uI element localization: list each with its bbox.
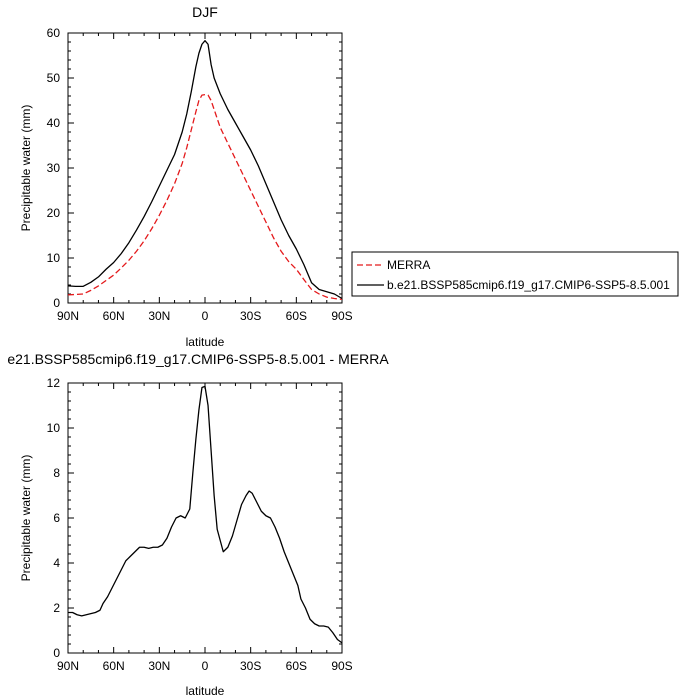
- series-line-0: [67, 94, 343, 301]
- x-tick-label: 60S: [286, 659, 307, 673]
- legend-entry-merra: MERRA: [387, 258, 430, 272]
- x-axis-label: latitude: [186, 684, 225, 698]
- y-tick-label: 60: [47, 26, 61, 40]
- y-tick-label: 12: [47, 376, 61, 390]
- x-tick-label: 30S: [240, 659, 261, 673]
- series-line-1: [67, 40, 343, 300]
- y-tick-label: 50: [47, 71, 61, 85]
- chart-title: DJF: [192, 4, 218, 20]
- legend-box: [351, 251, 679, 297]
- y-tick-label: 30: [47, 161, 61, 175]
- y-tick-label: 10: [47, 251, 61, 265]
- legend-entry-model: b.e21.BSSP585cmip6.f19_g17.CMIP6-SSP5-8.…: [387, 278, 670, 292]
- series-lines: [67, 40, 343, 301]
- x-tick-label: 60S: [286, 309, 307, 323]
- series-lines: [68, 385, 343, 644]
- plot-frame: [67, 32, 343, 304]
- y-tick-label: 6: [53, 511, 60, 525]
- difference-chart: e21.BSSP585cmip6.f19_g17.CMIP6-SSP5-8.5.…: [7, 351, 389, 698]
- x-axis-label: latitude: [186, 335, 225, 349]
- x-tick-label: 30S: [240, 309, 261, 323]
- x-tick-label: 30N: [148, 659, 170, 673]
- y-axis-label: Precipitable water (mm): [19, 105, 33, 232]
- y-tick-label: 4: [53, 556, 60, 570]
- x-tick-label: 90S: [331, 659, 352, 673]
- y-tick-label: 2: [53, 601, 60, 615]
- y-tick-label: 0: [53, 646, 60, 660]
- chart-title: e21.BSSP585cmip6.f19_g17.CMIP6-SSP5-8.5.…: [7, 351, 389, 367]
- legend: MERRA b.e21.BSSP585cmip6.f19_g17.CMIP6-S…: [351, 251, 679, 297]
- x-tick-label: 90N: [57, 309, 79, 323]
- axis-ticks: 90N 60N 30N 0 30S 60S 90S 0 2 4 6 8 10 12: [47, 376, 353, 673]
- y-tick-label: 8: [53, 466, 60, 480]
- x-tick-label: 60N: [103, 309, 125, 323]
- y-axis-label: Precipitable water (mm): [19, 455, 33, 582]
- plot-frame: [67, 382, 343, 654]
- y-tick-label: 20: [47, 206, 61, 220]
- axis-ticks: 90N 60N 30N 0 30S 60S 90S 0 10 20 30 40 50 60: [47, 26, 353, 323]
- x-tick-label: 0: [202, 659, 209, 673]
- x-tick-label: 0: [202, 309, 209, 323]
- x-tick-label: 60N: [103, 659, 125, 673]
- y-tick-label: 0: [53, 296, 60, 310]
- x-tick-label: 30N: [148, 309, 170, 323]
- series-line-0: [68, 385, 343, 644]
- y-tick-label: 10: [47, 421, 61, 435]
- x-tick-label: 90S: [331, 309, 352, 323]
- y-tick-label: 40: [47, 116, 61, 130]
- x-tick-label: 90N: [57, 659, 79, 673]
- djf-chart: DJF 90N 60N 30N 0 30S 60S 90S 0 10 20 30 40 50 60 lat…: [19, 4, 353, 349]
